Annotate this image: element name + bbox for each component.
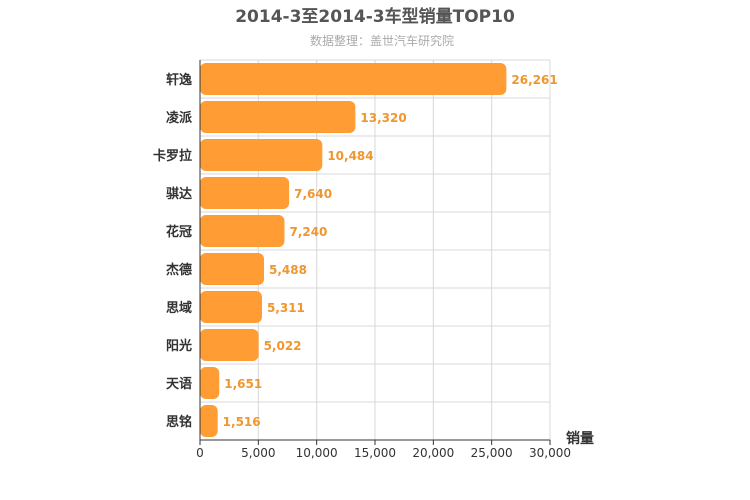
data-label: 5,488 [269,263,307,277]
data-label: 1,651 [224,377,262,391]
chart-subtitle: 数据整理：盖世汽车研究院 [310,33,454,48]
x-axis-title: 销量 [566,430,594,447]
x-tick-label: 25,000 [471,446,513,460]
data-label: 7,640 [294,187,332,201]
bar [200,367,220,399]
bar [200,405,218,437]
data-label: 1,516 [223,415,261,429]
data-label: 10,484 [327,149,373,163]
category-label: 花冠 [166,224,192,240]
chart-title: 2014-3至2014-3车型销量TOP10 [235,6,515,27]
bar [200,101,356,133]
data-labels: 26,261 13,320 10,484 7,640 7,240 5,488 5,311 5,… [223,73,558,429]
category-label: 思铭 [166,414,192,430]
bar [200,329,259,361]
bars [200,63,507,437]
category-label: 阳光 [166,338,192,354]
category-label: 天语 [166,377,192,392]
bar [200,177,290,209]
x-tick-labels: 0 5,000 10,000 15,000 20,000 25,000 30,000 [196,446,571,460]
category-label: 思域 [166,300,192,316]
bar [200,63,507,95]
data-label: 26,261 [511,73,557,87]
x-tick-label: 15,000 [354,446,396,460]
category-label: 凌派 [166,110,193,126]
x-tick-label: 10,000 [296,446,338,460]
category-label: 杰德 [166,262,192,278]
x-tick-label: 5,000 [241,446,275,460]
data-label: 5,311 [267,301,305,315]
bar [200,139,323,171]
x-tick-label: 20,000 [412,446,454,460]
category-label: 轩逸 [166,72,192,88]
category-label: 卡罗拉 [153,148,192,164]
bar [200,253,265,285]
category-label: 骐达 [166,186,192,202]
x-tick-label: 30,000 [529,446,571,460]
x-tick-label: 0 [196,446,204,460]
bar [200,215,285,247]
data-label: 7,240 [289,225,327,239]
data-label: 13,320 [360,111,406,125]
bar [200,291,262,323]
data-label: 5,022 [264,339,302,353]
